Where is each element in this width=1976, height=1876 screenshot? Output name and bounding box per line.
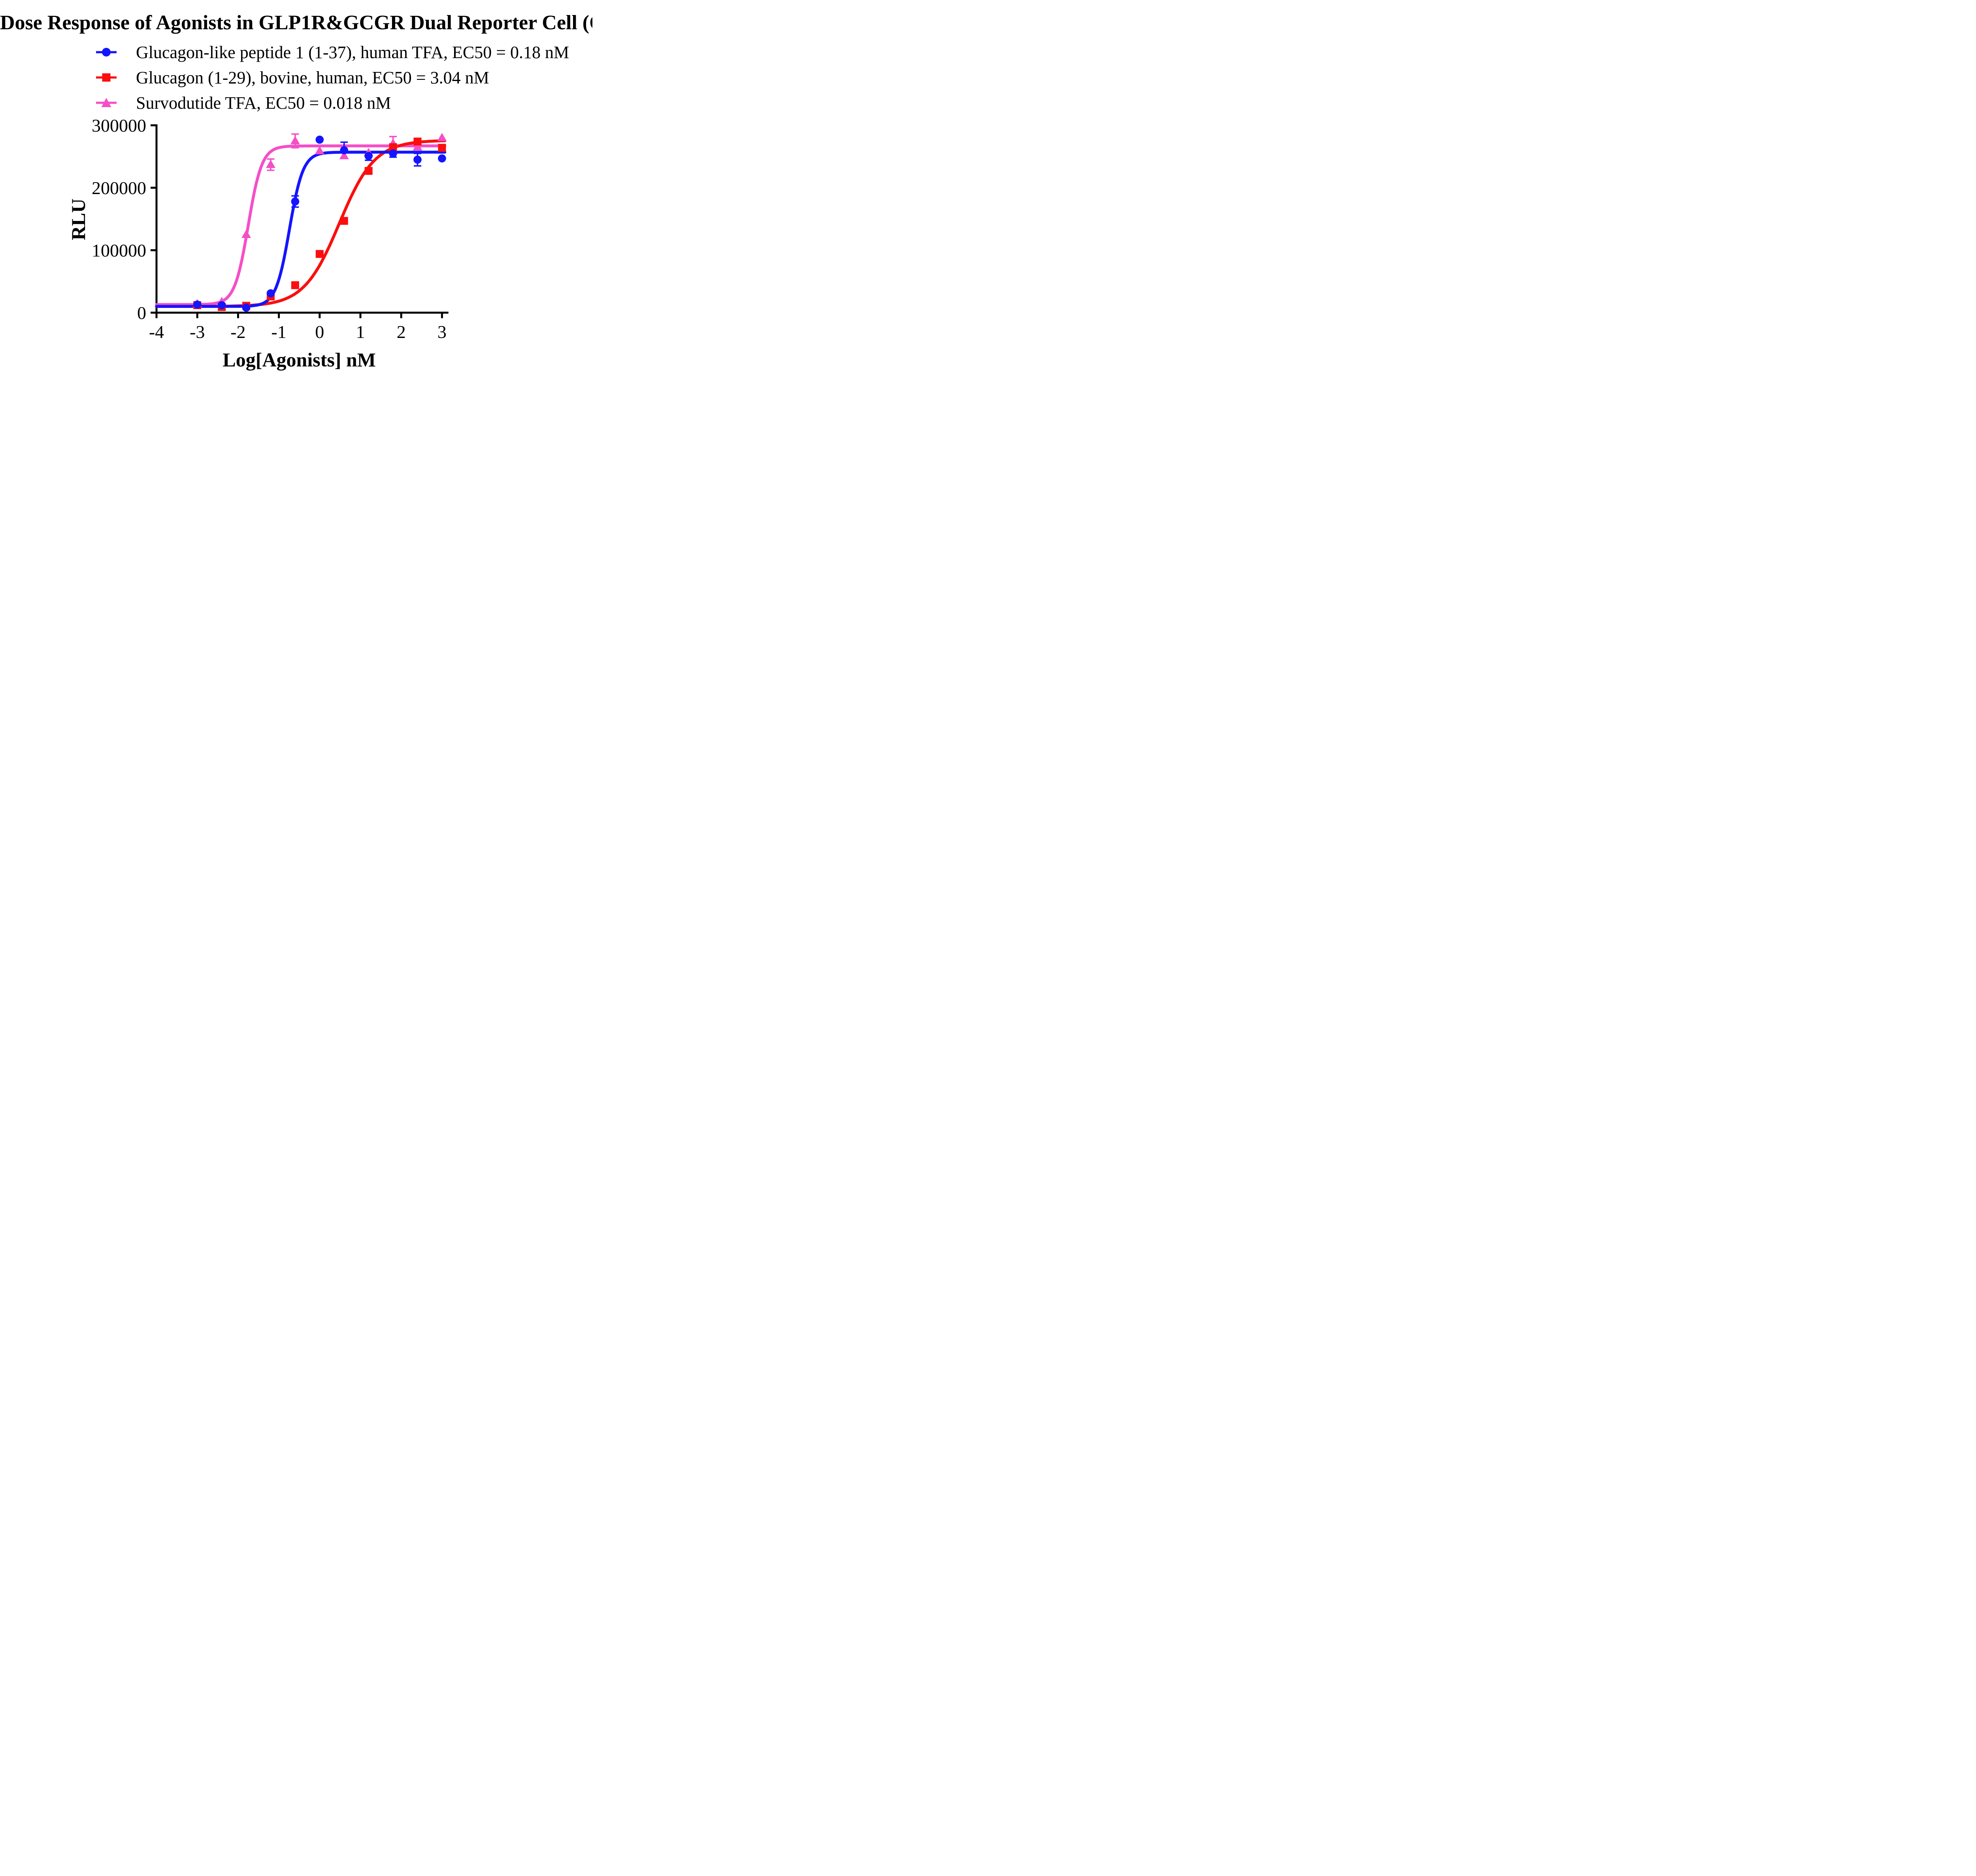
data-point	[291, 281, 299, 289]
y-tick-label: 300000	[92, 119, 146, 136]
legend-label: Glucagon-like peptide 1 (1-37), human TF…	[136, 42, 569, 62]
x-tick-label: -3	[190, 322, 205, 342]
data-point	[413, 138, 422, 146]
data-point	[241, 230, 251, 238]
data-point	[340, 146, 349, 155]
x-tick-label: 2	[397, 322, 406, 342]
data-point	[193, 300, 202, 309]
legend-marker	[101, 98, 111, 107]
data-point	[389, 149, 397, 158]
fit-curve	[155, 151, 447, 308]
data-point	[290, 136, 300, 144]
axis-ticks	[151, 124, 443, 318]
x-tick-label: 3	[437, 322, 447, 342]
data-point	[315, 250, 324, 258]
data-point	[339, 151, 349, 159]
dose-response-plot: -4 -3 -2 -1 0 1 2 3 0 100000 200000 300000 Log[Agon…	[67, 119, 449, 371]
legend-item-glucagon: Glucagon (1-29), bovine, human, EC50 = 3…	[95, 65, 569, 90]
chart-title: Dose Response of Agonists in GLP1R&GCGR …	[0, 11, 592, 34]
x-tick-label: 0	[315, 322, 324, 342]
data-point	[413, 155, 422, 164]
tick-labels: -4 -3 -2 -1 0 1 2 3 0 100000 200000 300000	[92, 119, 447, 342]
x-tick-label: -4	[149, 322, 164, 342]
y-axis-title: RLU	[67, 198, 89, 240]
axes	[154, 124, 449, 314]
data-point	[438, 154, 446, 163]
dose-response-figure: Dose Response of Agonists in GLP1R&GCGR …	[0, 0, 592, 375]
y-tick-label: 0	[137, 303, 146, 323]
legend-item-survodutide: Survodutide TFA, EC50 = 0.018 nM	[95, 90, 569, 115]
legend-label: Glucagon (1-29), bovine, human, EC50 = 3…	[136, 68, 489, 87]
y-tick-label: 200000	[92, 178, 146, 198]
data-point	[217, 301, 226, 310]
axis-titles: Log[Agonists] nM RLU	[67, 198, 376, 371]
x-tick-label: -2	[230, 322, 245, 342]
x-axis-title: Log[Agonists] nM	[222, 349, 376, 371]
triangle-marker-icon	[96, 98, 117, 107]
legend-marker	[102, 48, 111, 57]
legend-label: Survodutide TFA, EC50 = 0.018 nM	[136, 93, 391, 113]
data-point	[438, 143, 446, 152]
fit-curve	[155, 139, 447, 308]
data-point	[291, 197, 300, 206]
fit-curves	[155, 139, 447, 308]
data-points	[192, 133, 447, 312]
data-point	[266, 160, 275, 168]
data-point	[340, 217, 348, 225]
data-point	[242, 304, 251, 312]
legend: Glucagon-like peptide 1 (1-37), human TF…	[95, 40, 569, 115]
y-tick-label: 100000	[92, 240, 146, 260]
data-point	[413, 142, 422, 151]
legend-marker	[102, 73, 111, 82]
data-point	[315, 136, 324, 144]
square-marker-icon	[96, 73, 117, 82]
circle-marker-icon	[96, 48, 117, 57]
fit-curve	[155, 144, 447, 306]
data-point	[364, 167, 373, 175]
data-point	[364, 152, 373, 160]
x-tick-label: -1	[271, 322, 286, 342]
x-tick-label: 1	[356, 322, 365, 342]
data-point	[437, 133, 447, 142]
data-point	[389, 143, 397, 151]
data-point	[315, 146, 324, 155]
legend-item-glp1: Glucagon-like peptide 1 (1-37), human TF…	[95, 40, 569, 65]
data-point	[266, 289, 275, 298]
